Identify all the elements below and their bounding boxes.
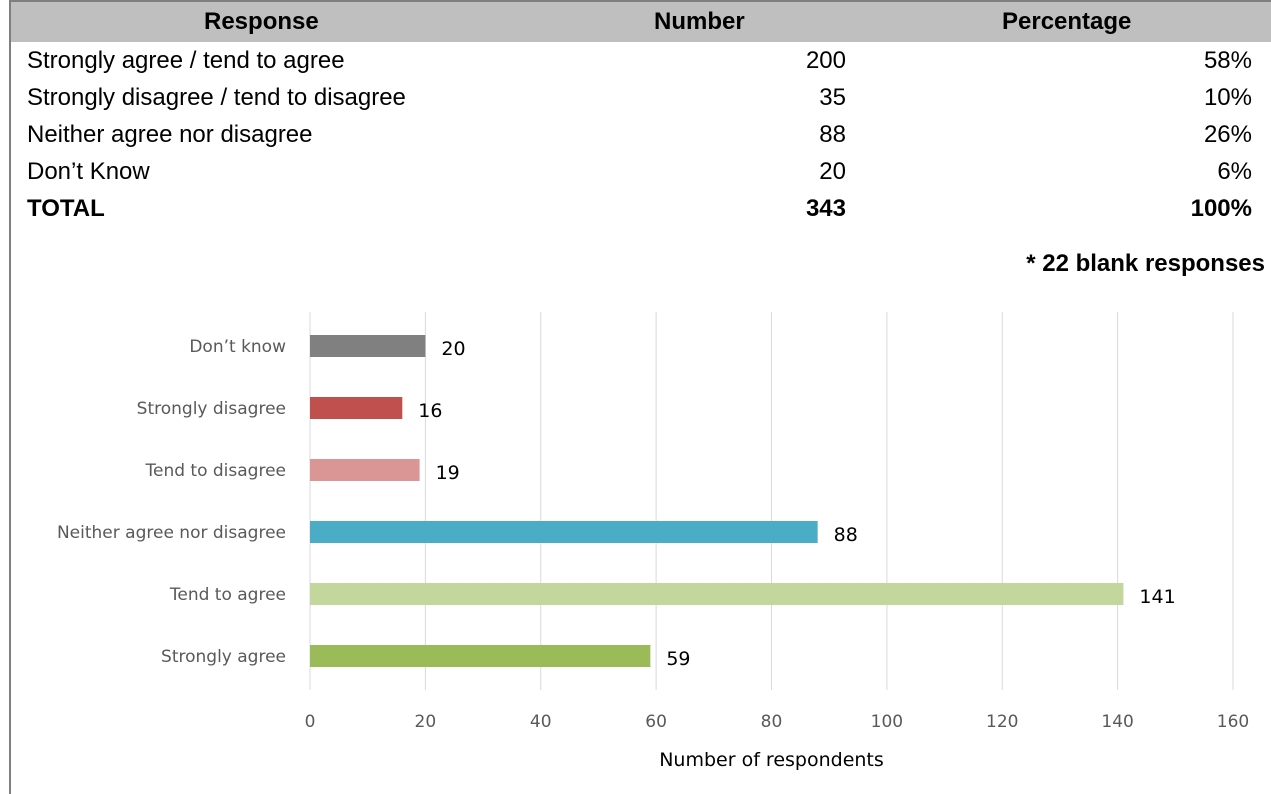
bar xyxy=(310,583,1124,605)
respondents-bar-chart: 0 20 40 60 80 100 120 140 160 Don’t know 20 Strongl… xyxy=(57,312,1249,771)
data-label: 141 xyxy=(1139,586,1175,608)
table-row: Strongly disagree / tend to disagree 35 … xyxy=(11,79,1271,116)
row-percentage: 26% xyxy=(1203,121,1252,148)
x-tick-label: 120 xyxy=(986,712,1018,732)
row-response: Don’t Know xyxy=(27,158,150,185)
response-table: Response Number Percentage Strongly agre… xyxy=(11,2,1271,227)
row-response: Neither agree nor disagree xyxy=(27,121,313,148)
table-row: Don’t Know 20 6% xyxy=(11,153,1271,190)
row-response: Strongly disagree / tend to disagree xyxy=(27,84,406,111)
data-label: 20 xyxy=(441,338,465,360)
x-tick-label: 0 xyxy=(305,712,316,732)
x-axis-label: Number of respondents xyxy=(659,749,884,771)
x-tick-label: 140 xyxy=(1101,712,1133,732)
header-percentage: Percentage xyxy=(1002,8,1132,35)
header-response: Response xyxy=(204,8,319,35)
table-row: Strongly agree / tend to agree 200 58% xyxy=(11,42,1271,79)
category-label: Tend to agree xyxy=(169,585,286,605)
bar xyxy=(310,645,651,667)
bar xyxy=(310,459,420,481)
category-label: Neither agree nor disagree xyxy=(57,523,286,543)
category-label: Strongly disagree xyxy=(137,399,286,419)
data-label: 19 xyxy=(436,462,460,484)
header-number: Number xyxy=(654,8,745,35)
total-percentage: 100% xyxy=(1190,195,1252,222)
data-label: 88 xyxy=(834,524,858,546)
x-tick-label: 20 xyxy=(415,712,437,732)
row-number: 88 xyxy=(819,121,846,148)
blank-responses-note: * 22 blank responses xyxy=(1026,250,1265,277)
frame-top-border xyxy=(9,0,1271,2)
row-percentage: 6% xyxy=(1217,158,1252,185)
category-label: Strongly agree xyxy=(161,647,286,667)
bar xyxy=(310,397,403,419)
x-tick-label: 40 xyxy=(530,712,552,732)
bar xyxy=(310,335,426,357)
table-header: Response Number Percentage xyxy=(11,2,1271,42)
bar xyxy=(310,521,818,543)
data-label: 16 xyxy=(418,400,442,422)
total-number: 343 xyxy=(805,195,846,222)
x-tick-label: 160 xyxy=(1217,712,1249,732)
x-tick-label: 60 xyxy=(645,712,667,732)
row-number: 35 xyxy=(819,84,846,111)
table-row: Neither agree nor disagree 88 26% xyxy=(11,116,1271,153)
row-number: 200 xyxy=(805,47,846,74)
table-total-row: TOTAL 343 100% xyxy=(11,190,1271,227)
row-percentage: 10% xyxy=(1203,84,1252,111)
frame-left-border xyxy=(9,0,11,794)
total-label: TOTAL xyxy=(27,195,105,222)
data-label: 59 xyxy=(666,648,690,670)
row-percentage: 58% xyxy=(1203,47,1252,74)
x-tick-label: 80 xyxy=(761,712,783,732)
category-label: Don’t know xyxy=(189,337,286,357)
category-label: Tend to disagree xyxy=(144,461,286,481)
x-tick-label: 100 xyxy=(871,712,903,732)
row-response: Strongly agree / tend to agree xyxy=(27,47,345,74)
row-number: 20 xyxy=(819,158,846,185)
